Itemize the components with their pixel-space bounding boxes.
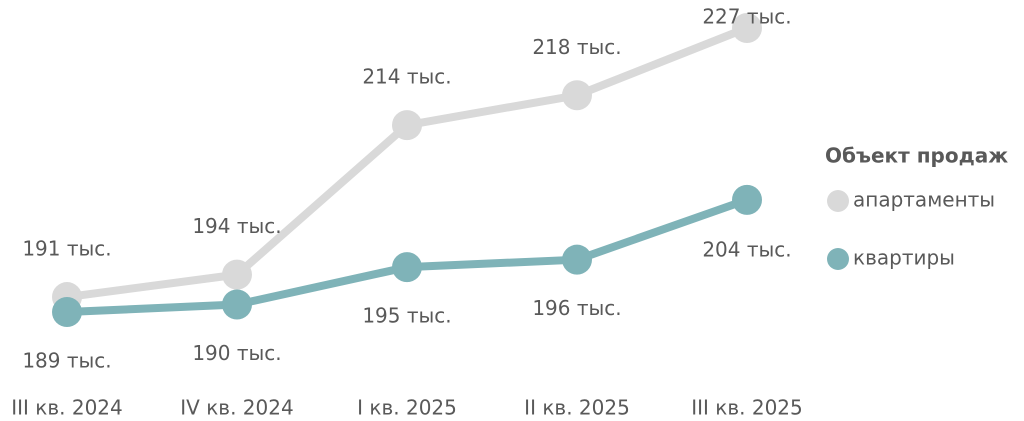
data-point xyxy=(392,110,422,141)
data-label: 191 тыс. xyxy=(22,237,111,261)
data-label: 194 тыс. xyxy=(192,214,281,238)
x-tick-label: III кв. 2025 xyxy=(691,396,803,420)
data-label: 218 тыс. xyxy=(532,35,621,59)
data-point xyxy=(562,244,592,275)
x-tick-label: II кв. 2025 xyxy=(524,396,630,420)
legend-marker xyxy=(827,248,849,270)
data-point xyxy=(562,80,592,111)
x-tick-label: IV кв. 2024 xyxy=(180,396,293,420)
data-label: 190 тыс. xyxy=(192,341,281,365)
data-label: 214 тыс. xyxy=(362,65,451,89)
data-label: 196 тыс. xyxy=(532,296,621,320)
legend-label: апартаменты xyxy=(853,188,995,212)
legend-label: квартиры xyxy=(853,246,955,270)
data-point xyxy=(732,13,762,43)
data-point xyxy=(392,252,422,283)
data-label: 189 тыс. xyxy=(22,349,111,373)
x-tick-label: I кв. 2025 xyxy=(357,396,457,420)
x-tick-label: III кв. 2024 xyxy=(11,396,123,420)
data-point xyxy=(222,259,252,290)
data-label: 204 тыс. xyxy=(702,237,791,261)
legend-marker xyxy=(827,190,849,212)
data-point xyxy=(52,297,82,327)
data-point xyxy=(732,184,762,215)
data-label: 227 тыс. xyxy=(702,5,791,29)
legend-title: Объект продаж xyxy=(825,144,1008,168)
data-label: 195 тыс. xyxy=(362,304,451,328)
data-point xyxy=(222,289,252,320)
